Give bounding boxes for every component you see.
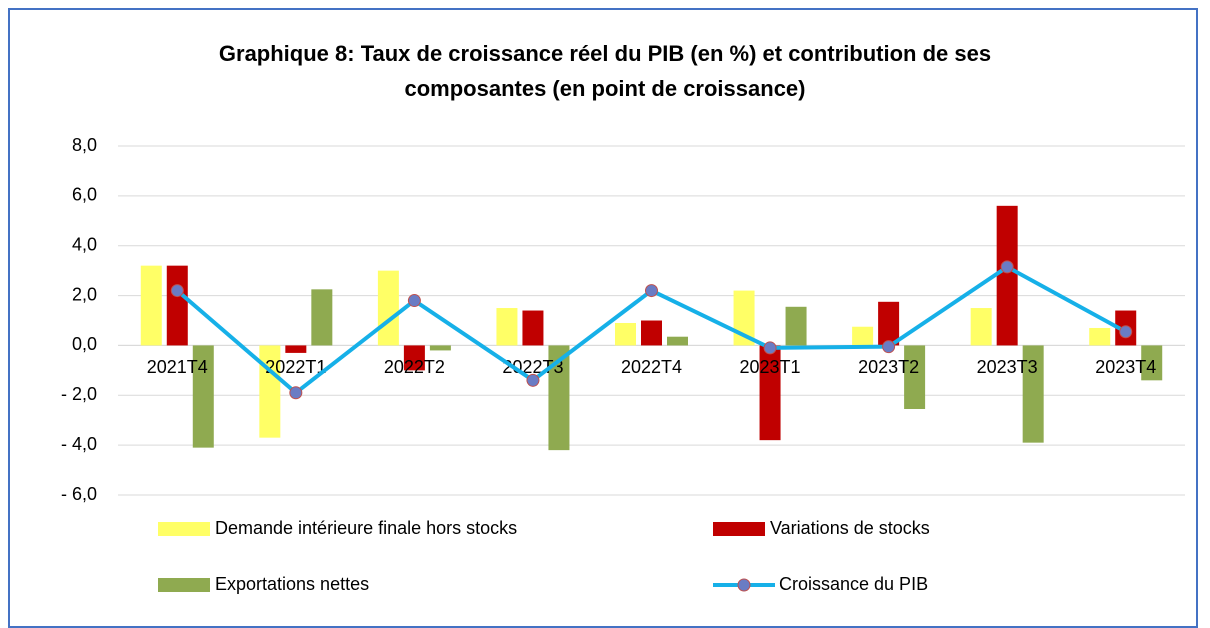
bar (496, 308, 518, 346)
bar (1089, 327, 1111, 346)
bar (904, 345, 926, 409)
bar (285, 345, 307, 353)
bar (996, 205, 1018, 346)
bar (311, 289, 333, 346)
legend-swatch (158, 578, 210, 592)
legend-label: Variations de stocks (770, 518, 930, 538)
legend-marker (737, 578, 751, 592)
legend-label: Demande intérieure finale hors stocks (215, 518, 517, 538)
bar (429, 345, 451, 351)
bar (641, 320, 662, 346)
legend-label: Exportations nettes (215, 574, 369, 594)
bar (1141, 345, 1163, 381)
bar (667, 336, 688, 346)
bar (166, 265, 188, 346)
legend-swatch (158, 522, 210, 536)
line-marker (1119, 325, 1133, 339)
x-tick-label: 2022T4 (621, 357, 682, 377)
line-marker (763, 341, 777, 355)
line-marker (645, 284, 658, 298)
x-tick-label: 2022T2 (384, 357, 445, 377)
line-marker (170, 284, 184, 298)
y-tick-label: 6,0 (72, 185, 97, 205)
bar (403, 345, 425, 371)
y-tick-label: 2,0 (72, 284, 97, 304)
x-tick-label: 2022T1 (265, 357, 326, 377)
bar (377, 270, 399, 346)
bar (192, 345, 214, 448)
bar (615, 322, 636, 346)
x-tick-label: 2023T2 (858, 357, 919, 377)
line-marker (289, 386, 303, 400)
bar (140, 265, 162, 346)
bar (759, 345, 781, 441)
bar (852, 326, 874, 346)
line-marker (407, 294, 421, 308)
bar (548, 345, 570, 451)
y-tick-label: 4,0 (72, 234, 97, 254)
y-tick-label: 8,0 (72, 135, 97, 155)
x-tick-label: 2023T3 (977, 357, 1038, 377)
y-tick-label: - 4,0 (61, 434, 97, 454)
chart: 8,0 6,0 4,0 2,0 0,0 - 2,0 - 4,0 - 6,0 2021T4 2022… (61, 135, 1185, 594)
x-tick-label: 2021T4 (147, 357, 208, 377)
legend-swatch (713, 522, 765, 536)
bar (785, 306, 807, 346)
bar (970, 308, 992, 346)
line-marker (1000, 260, 1014, 274)
bar (522, 310, 544, 346)
bar (878, 301, 900, 346)
y-tick-label: - 2,0 (61, 384, 97, 404)
y-tick-label: 0,0 (72, 334, 97, 354)
chart-title: Graphique 8: Taux de croissance réel du … (218, 41, 992, 101)
line-marker (526, 373, 540, 387)
x-tick-label: 2023T4 (1095, 357, 1156, 377)
bar (1022, 345, 1044, 443)
legend-label: Croissance du PIB (779, 574, 928, 594)
line-marker (882, 340, 896, 354)
y-tick-label: - 6,0 (61, 484, 97, 504)
x-tick-label: 2023T1 (740, 357, 801, 377)
page: Graphique 8: Taux de croissance réel du … (8, 8, 1198, 628)
